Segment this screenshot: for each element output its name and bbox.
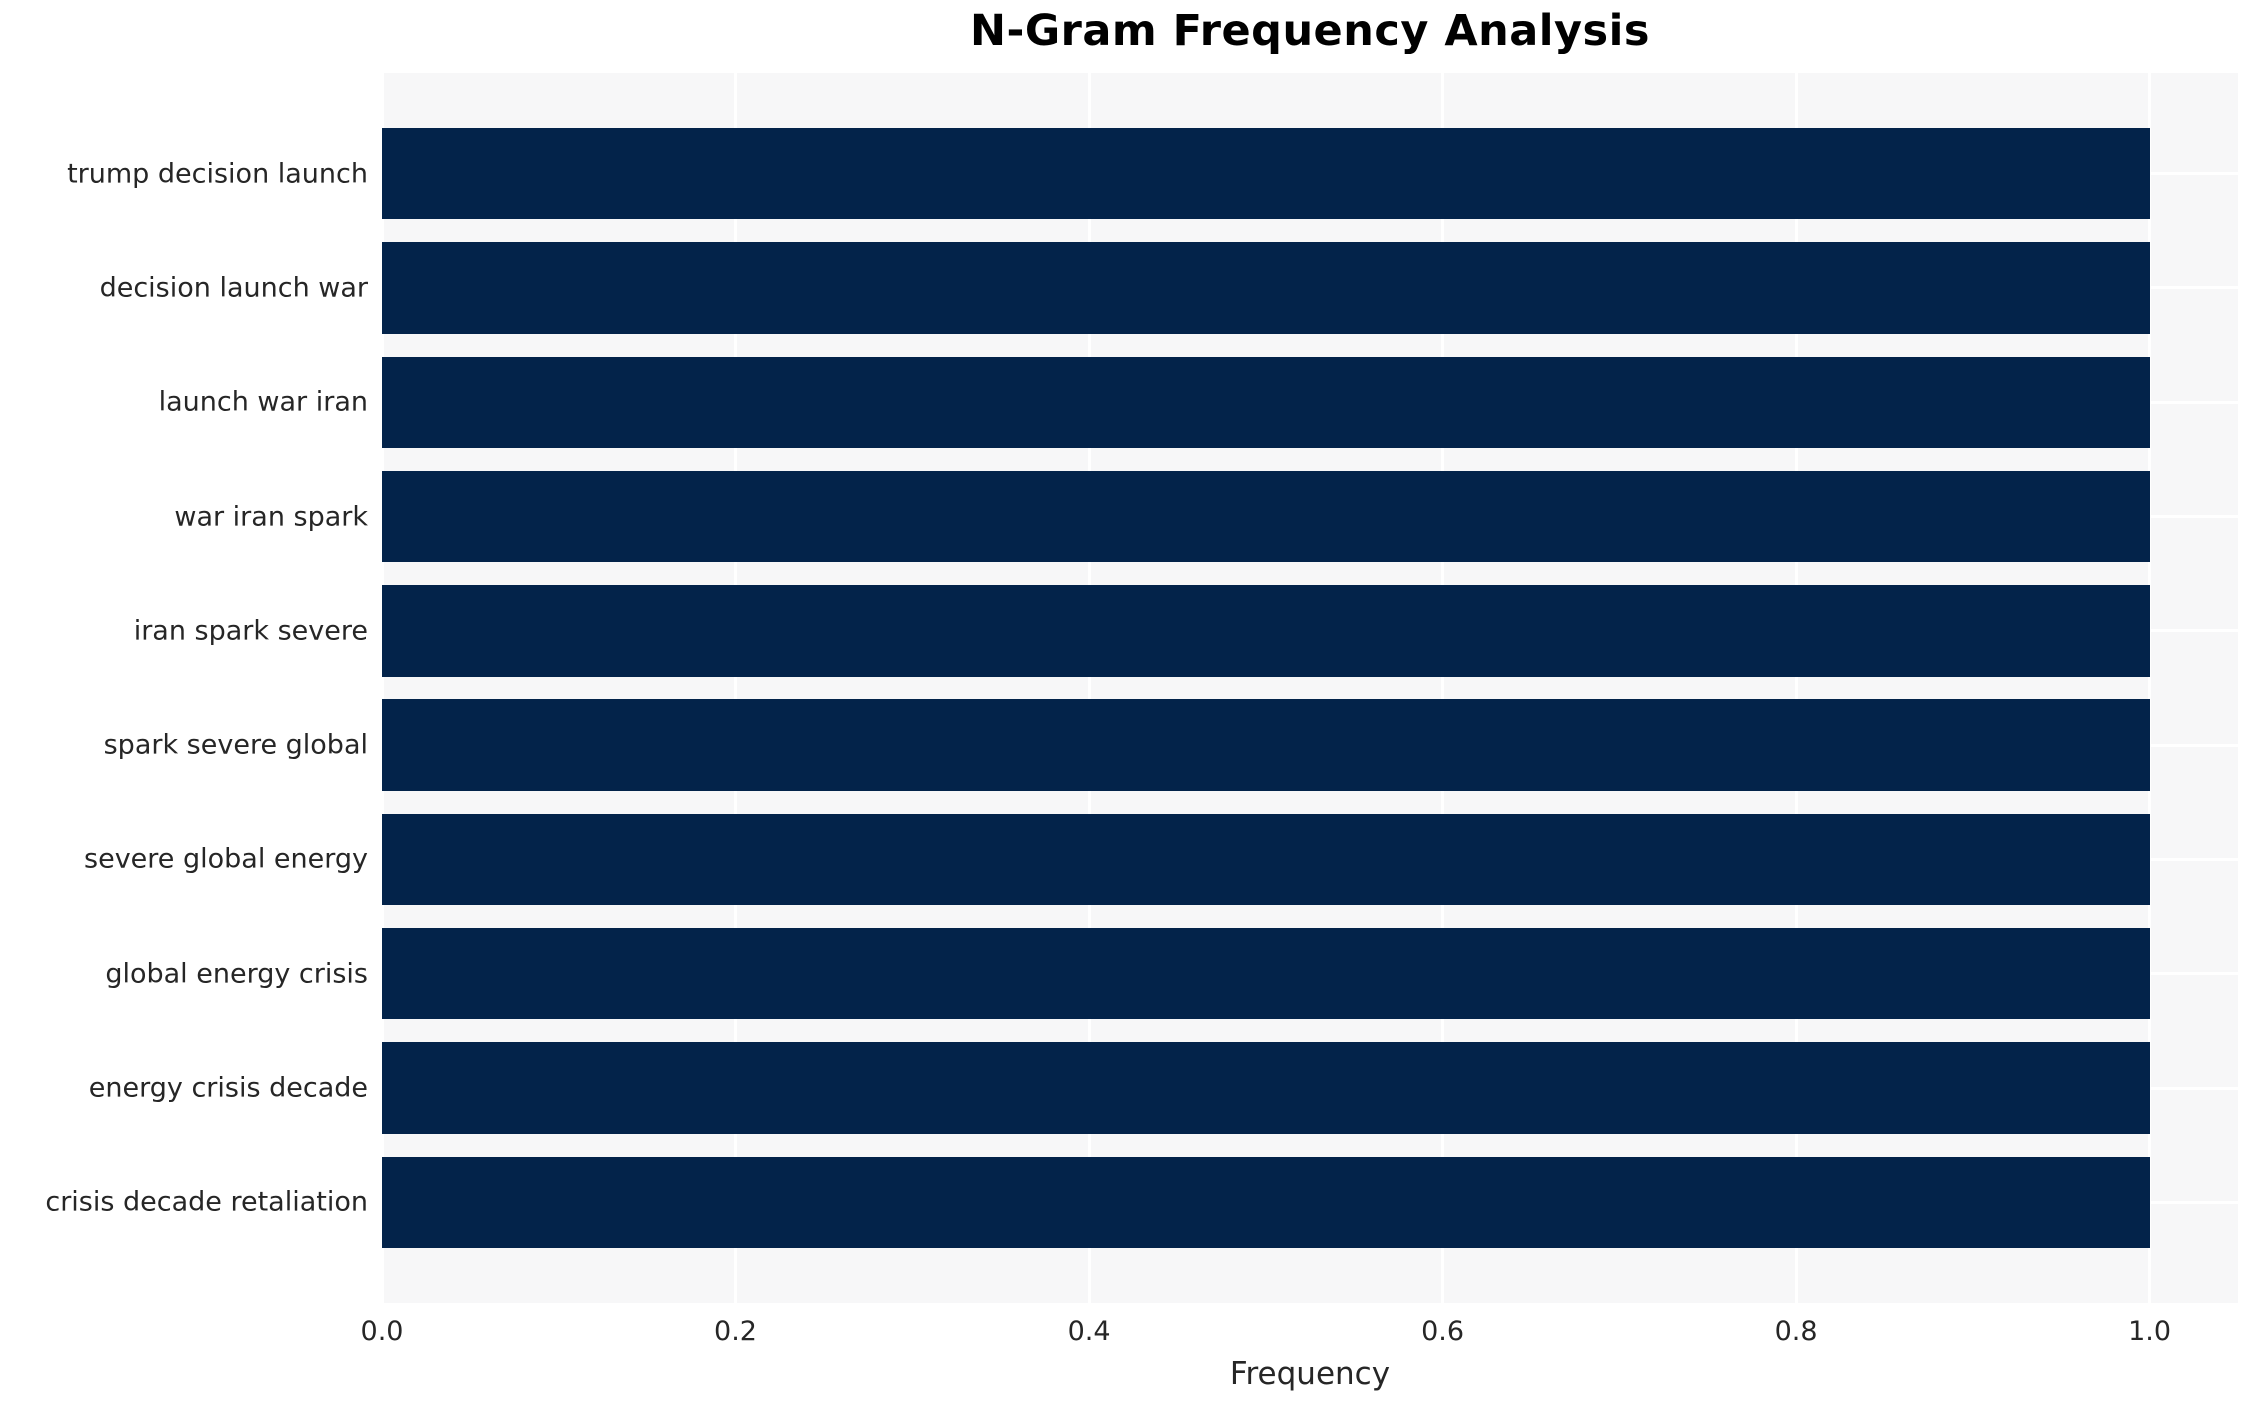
bar [382, 813, 2150, 906]
x-tick-label: 0.8 [1774, 1316, 1818, 1347]
y-tick-label: crisis decade retaliation [45, 1186, 368, 1218]
bar [382, 699, 2150, 791]
bar [382, 928, 2150, 1020]
bar [382, 1156, 2150, 1249]
y-tick-label: global energy crisis [105, 958, 368, 990]
y-tick-label: spark severe global [103, 729, 368, 761]
gridline-vertical [380, 73, 384, 1303]
x-tick-label: 0.4 [1067, 1316, 1111, 1347]
bar [382, 1042, 2150, 1134]
y-tick-label: energy crisis decade [88, 1072, 368, 1104]
bar [382, 585, 2150, 677]
gridline-vertical [1441, 73, 1445, 1303]
plot-area [380, 73, 2238, 1303]
chart-title: N-Gram Frequency Analysis [970, 6, 1650, 56]
x-tick-label: 0.0 [360, 1316, 404, 1347]
bar [382, 470, 2150, 563]
bar [382, 242, 2150, 334]
y-tick-label: iran spark severe [133, 615, 368, 647]
y-tick-label: launch war iran [158, 386, 368, 418]
bar [382, 356, 2150, 448]
x-tick-label: 0.6 [1421, 1316, 1465, 1347]
gridline-vertical [1087, 73, 1091, 1303]
y-tick-label: decision launch war [99, 272, 368, 304]
x-tick-label: 1.0 [2128, 1316, 2172, 1347]
y-tick-label: war iran spark [174, 501, 368, 533]
x-tick-label: 0.2 [714, 1316, 757, 1347]
gridline-vertical [2148, 73, 2152, 1303]
gridline-vertical [734, 73, 738, 1303]
y-tick-label: severe global energy [84, 843, 368, 875]
x-axis-label: Frequency [1229, 1356, 1391, 1392]
bar [382, 127, 2150, 220]
y-tick-label: trump decision launch [67, 158, 368, 190]
gridline-vertical [1794, 73, 1798, 1303]
